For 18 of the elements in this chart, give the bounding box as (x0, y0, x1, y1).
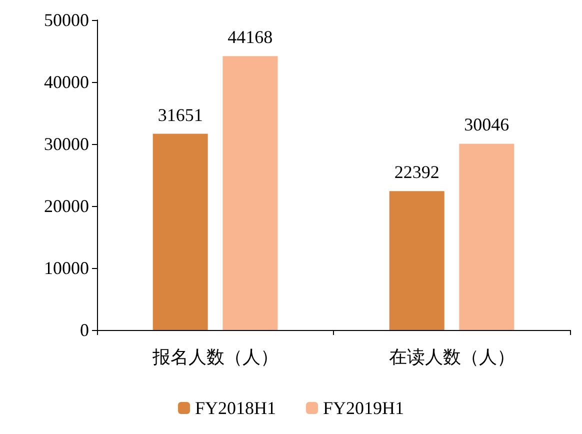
y-tick-label: 40000 (44, 72, 89, 92)
data-label: 22392 (394, 162, 440, 182)
legend-label: FY2018H1 (194, 398, 276, 418)
x-tick-label: 在读人数（人） (388, 347, 515, 367)
y-tick-label: 50000 (44, 10, 89, 30)
bar (222, 56, 278, 330)
legend-label: FY2019H1 (323, 398, 404, 418)
data-label: 44168 (228, 27, 273, 48)
y-tick-label: 30000 (44, 134, 89, 154)
bar (389, 191, 444, 330)
y-tick-label: 20000 (44, 196, 89, 216)
bar (152, 134, 208, 330)
data-label: 30046 (464, 114, 510, 135)
data-label: 31651 (158, 104, 203, 125)
bar (459, 144, 514, 330)
y-tick-label: 10000 (44, 258, 89, 278)
y-tick-label: 0 (80, 320, 89, 340)
x-tick-label: 报名人数（人） (151, 347, 278, 367)
